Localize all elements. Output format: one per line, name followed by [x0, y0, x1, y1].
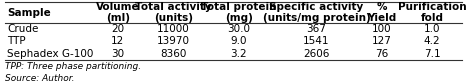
Text: Volume
(ml): Volume (ml): [96, 2, 140, 23]
Text: 8360: 8360: [160, 49, 186, 59]
Text: 12: 12: [111, 36, 125, 46]
Text: Specific activity
(units/mg protein): Specific activity (units/mg protein): [263, 2, 370, 23]
Text: 1541: 1541: [303, 36, 330, 46]
Text: 3.2: 3.2: [230, 49, 247, 59]
Text: 2606: 2606: [303, 49, 330, 59]
Text: 4.2: 4.2: [424, 36, 440, 46]
Text: 7.1: 7.1: [424, 49, 440, 59]
Text: Total activity
(units): Total activity (units): [135, 2, 211, 23]
Text: %
Yield: % Yield: [367, 2, 397, 23]
Text: Sephadex G-100: Sephadex G-100: [7, 49, 93, 59]
Text: 20: 20: [111, 24, 124, 34]
Text: 30: 30: [111, 49, 124, 59]
Text: TPP: Three phase partitioning.: TPP: Three phase partitioning.: [5, 62, 141, 71]
Text: Total protein
(mg): Total protein (mg): [201, 2, 276, 23]
Text: 9.0: 9.0: [230, 36, 247, 46]
Text: 30.0: 30.0: [227, 24, 250, 34]
Text: 367: 367: [307, 24, 327, 34]
Text: Purification
fold: Purification fold: [398, 2, 466, 23]
Text: 76: 76: [375, 49, 389, 59]
Text: 100: 100: [372, 24, 392, 34]
Text: Crude: Crude: [7, 24, 38, 34]
Text: Source: Author.: Source: Author.: [5, 74, 74, 83]
Text: 127: 127: [372, 36, 392, 46]
Text: 13970: 13970: [157, 36, 190, 46]
Text: 1.0: 1.0: [424, 24, 440, 34]
Text: Sample: Sample: [7, 8, 51, 18]
Text: 11000: 11000: [157, 24, 190, 34]
Text: TTP: TTP: [7, 36, 26, 46]
